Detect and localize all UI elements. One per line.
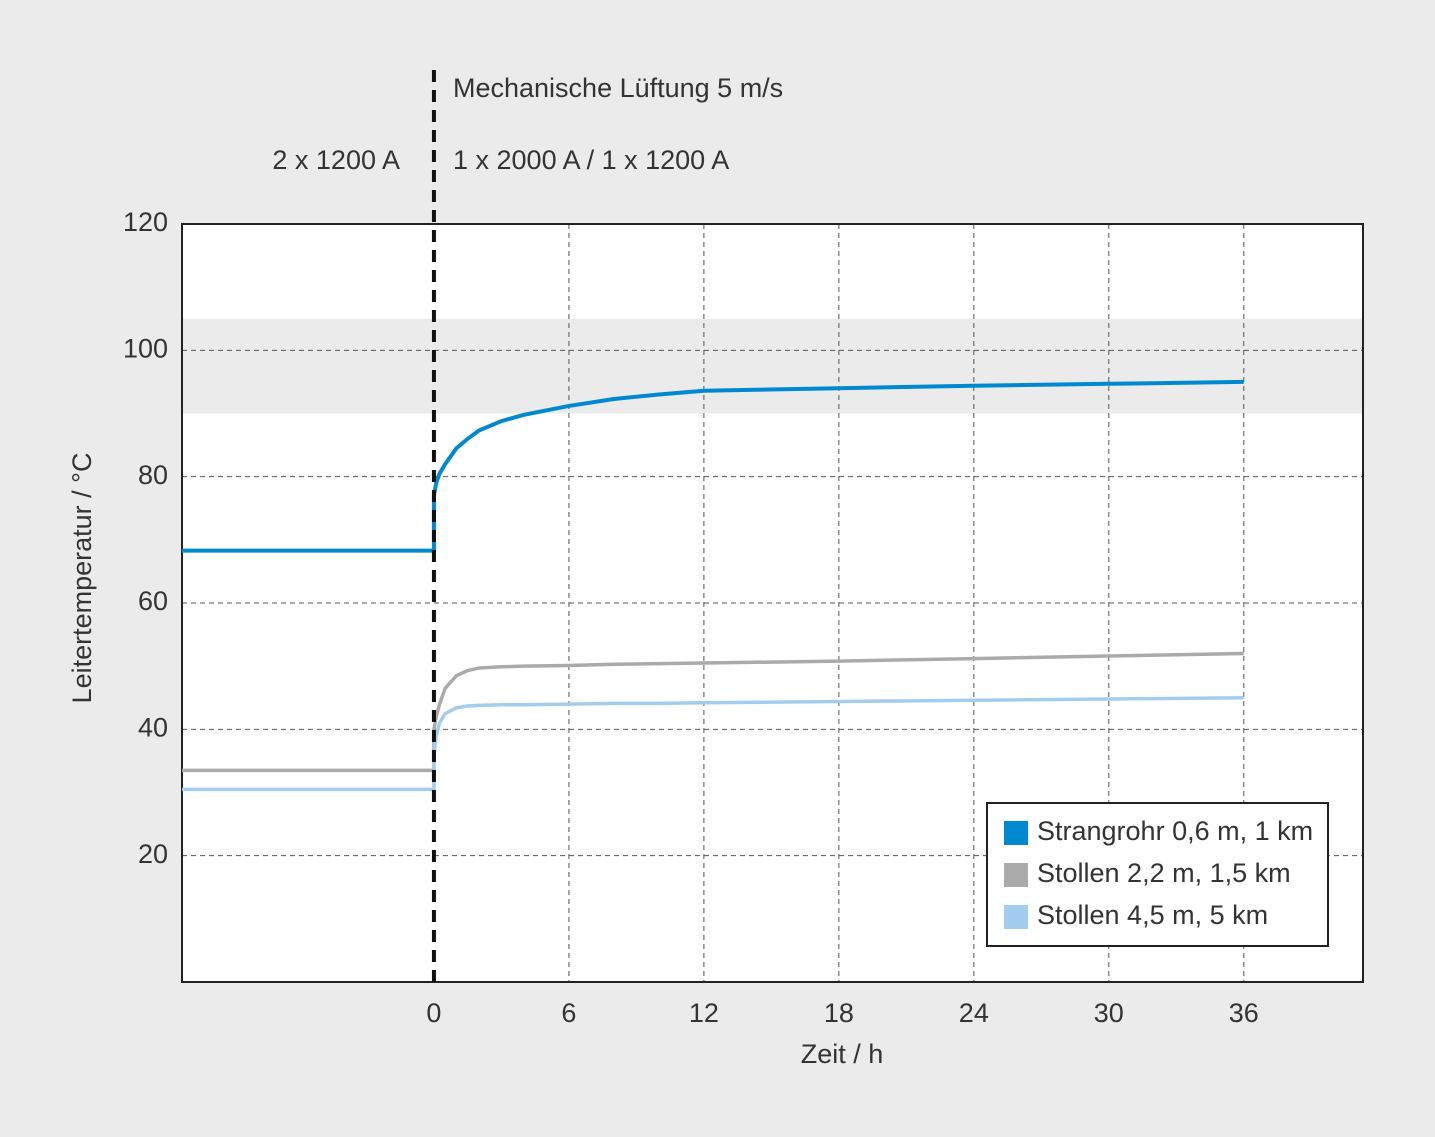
y-tick-label: 60 xyxy=(138,586,168,616)
y-tick-label: 20 xyxy=(138,839,168,869)
x-tick-label: 24 xyxy=(959,998,989,1028)
x-tick-label: 6 xyxy=(561,998,576,1028)
x-tick-label: 36 xyxy=(1229,998,1259,1028)
annotation: 2 x 1200 A xyxy=(272,145,400,175)
legend-swatch xyxy=(1004,905,1028,929)
legend-label: Stollen 2,2 m, 1,5 km xyxy=(1037,858,1291,888)
x-tick-label: 18 xyxy=(824,998,854,1028)
y-axis-label: Leitertemperatur / °C xyxy=(67,453,97,704)
legend-label: Strangrohr 0,6 m, 1 km xyxy=(1037,816,1313,846)
y-tick-label: 40 xyxy=(138,712,168,742)
y-tick-label: 120 xyxy=(123,207,168,237)
x-tick-label: 12 xyxy=(689,998,719,1028)
legend-label: Stollen 4,5 m, 5 km xyxy=(1037,900,1268,930)
y-tick-label: 80 xyxy=(138,460,168,490)
legend-swatch xyxy=(1004,863,1028,887)
highlight-band xyxy=(182,318,1363,414)
y-tick-label: 100 xyxy=(123,333,168,363)
line xyxy=(182,651,1244,773)
legend-box xyxy=(986,802,1329,947)
annotation: 1 x 2000 A / 1 x 1200 A xyxy=(453,145,729,175)
x-axis-label: Zeit / h xyxy=(801,1039,884,1069)
legend-swatch xyxy=(1004,821,1028,845)
line xyxy=(182,696,1244,792)
x-tick-label: 30 xyxy=(1094,998,1124,1028)
annotation: Mechanische Lüftung 5 m/s xyxy=(453,73,783,103)
x-tick-label: 0 xyxy=(426,998,441,1028)
line xyxy=(182,379,1244,553)
plot-border xyxy=(181,223,1364,983)
